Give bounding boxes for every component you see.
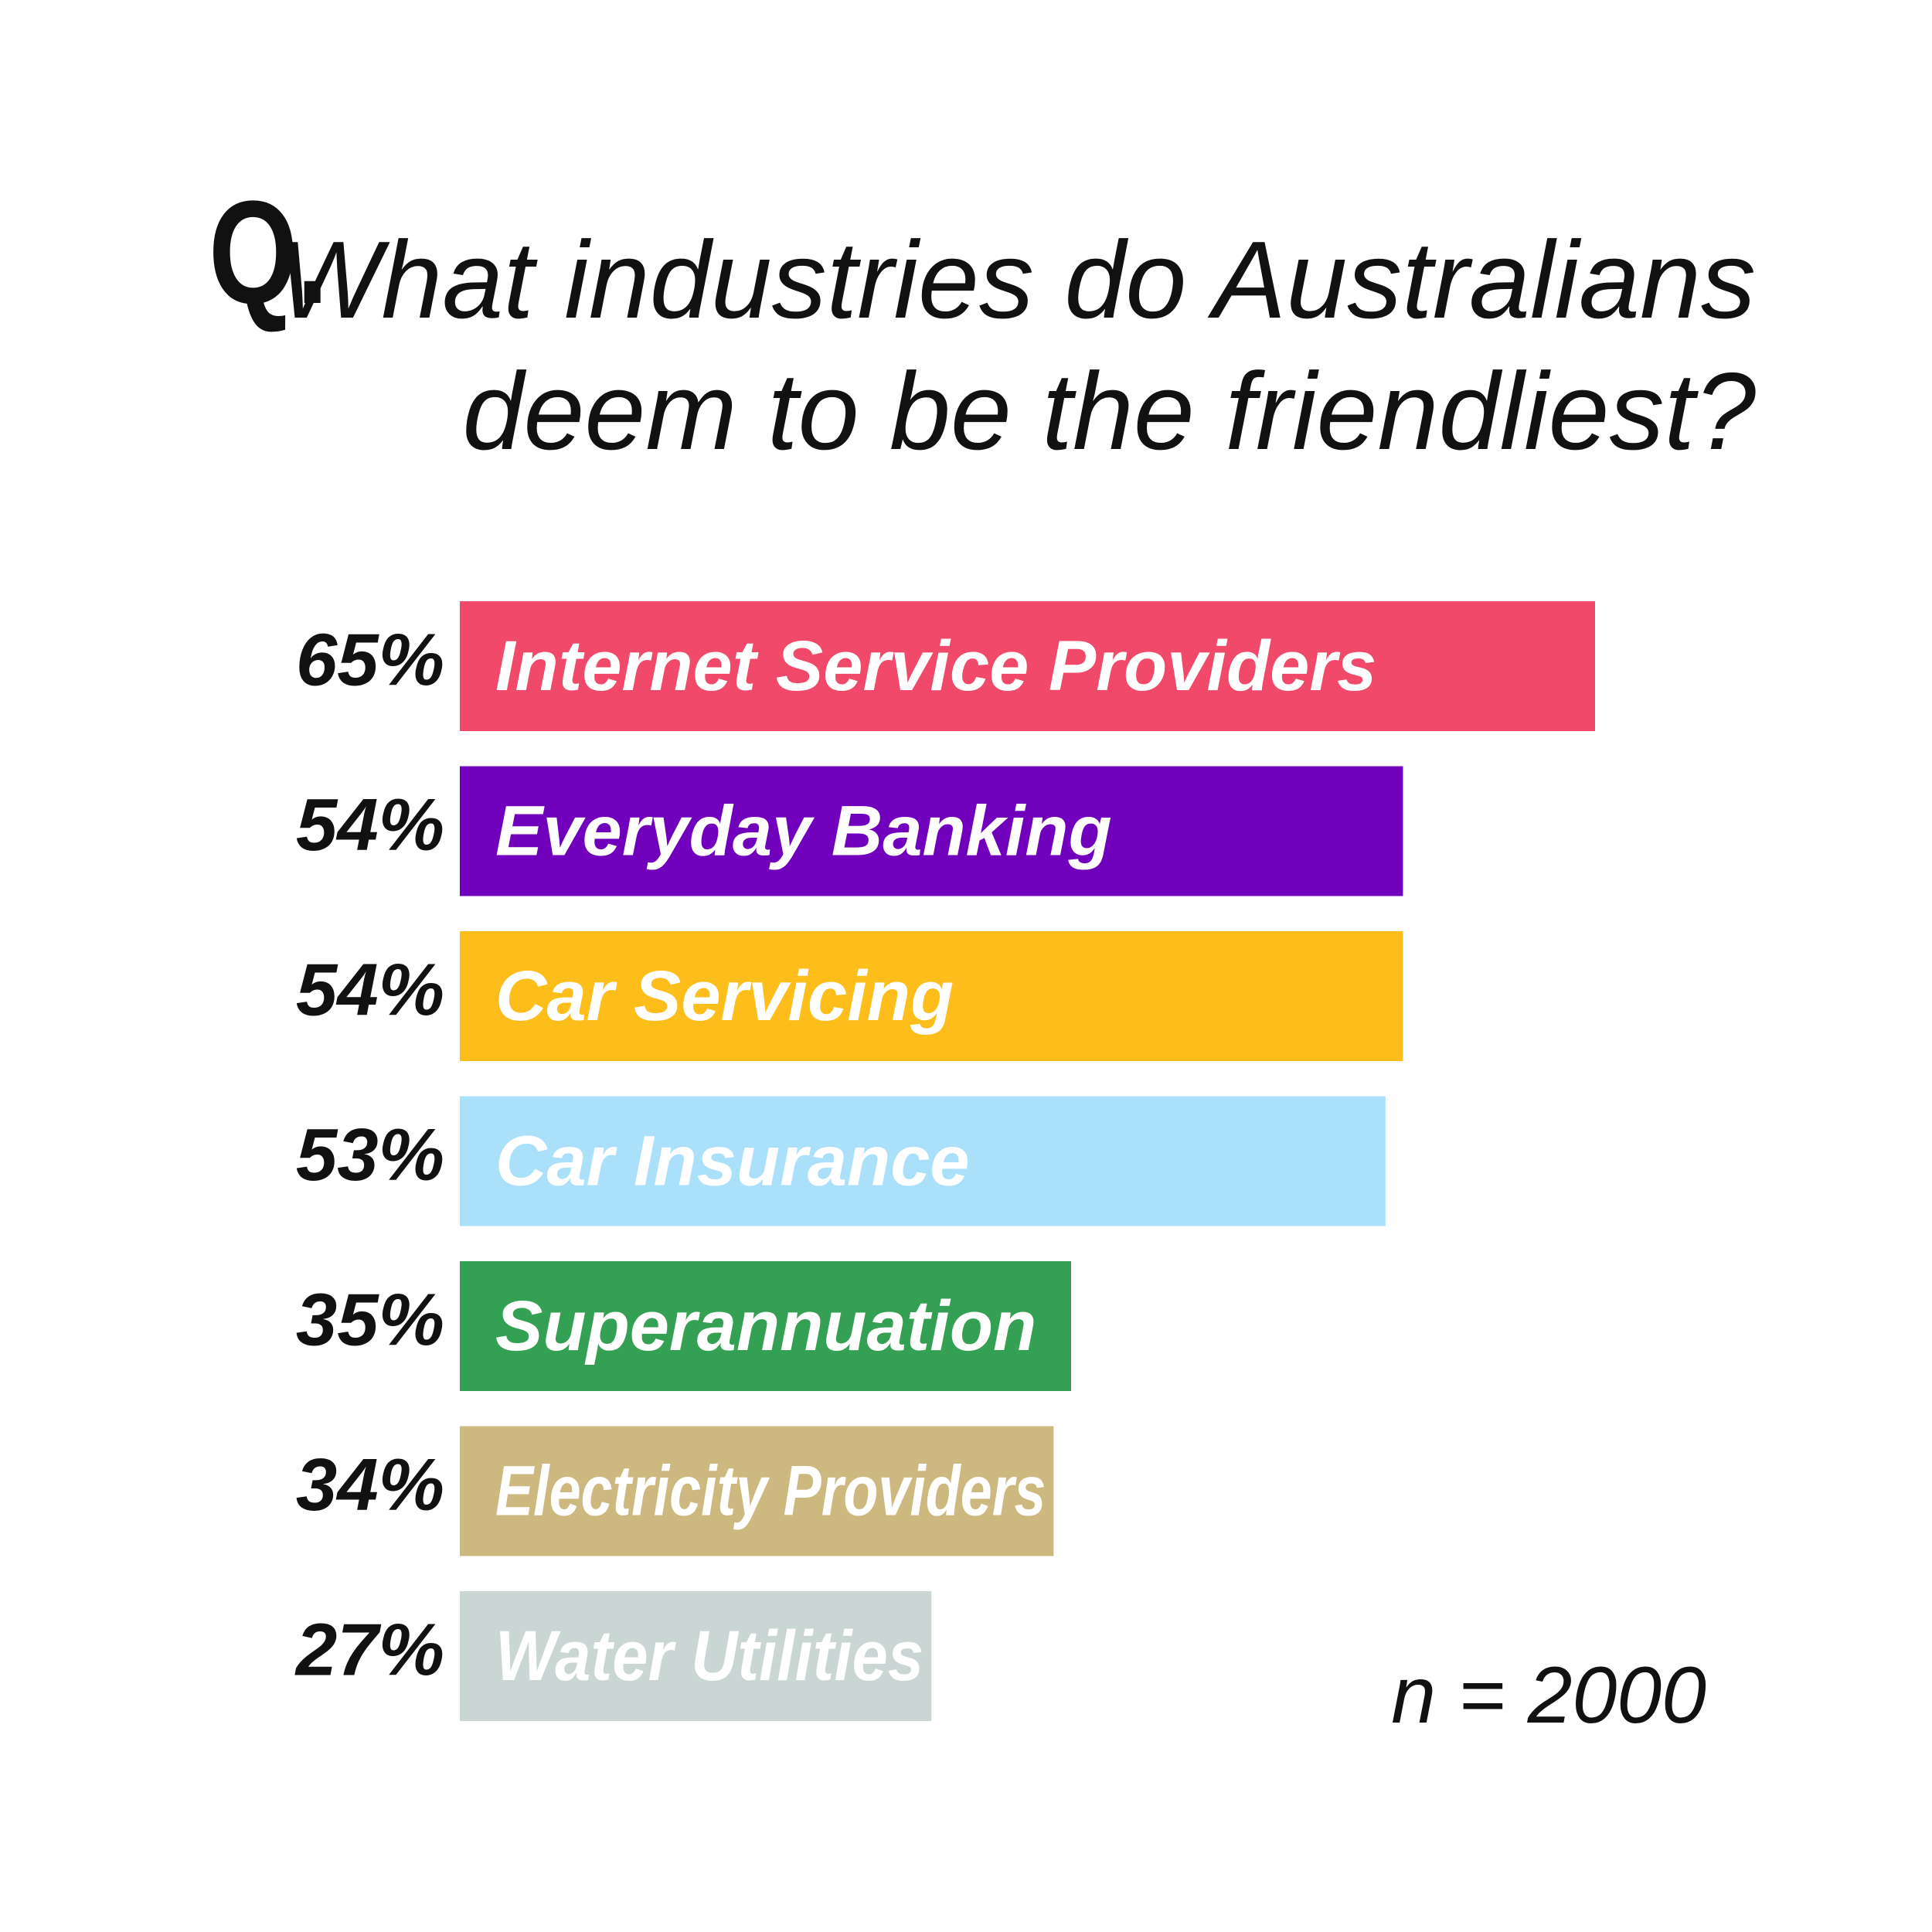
value-label: 65% xyxy=(296,619,444,702)
sample-size-note: n = 2000 xyxy=(1391,1651,1706,1740)
bar-label: Everyday Banking xyxy=(495,792,1112,871)
bar-car-insurance xyxy=(460,1096,1386,1226)
value-label: 53% xyxy=(296,1114,444,1196)
bar-label: Internet Service Providers xyxy=(495,627,1376,706)
value-label: 35% xyxy=(296,1279,444,1362)
bar-electricity-providers xyxy=(460,1426,1054,1556)
value-label: 54% xyxy=(296,949,444,1032)
bar-internet-service-providers xyxy=(460,601,1595,731)
value-label: 54% xyxy=(296,784,444,866)
bar-label: Car Insurance xyxy=(495,1122,970,1201)
value-label: 27% xyxy=(294,1609,444,1692)
bar-label: Car Servicing xyxy=(495,957,954,1036)
bar-label: Superannuation xyxy=(495,1287,1036,1366)
bar-superannuation xyxy=(460,1261,1071,1391)
chart-title-line-1: What industries do Australians xyxy=(277,219,1756,342)
bar-label: Water Utilities xyxy=(495,1617,923,1696)
value-label: 34% xyxy=(296,1444,444,1526)
bar-everyday-banking xyxy=(460,766,1403,896)
bars-group: Internet Service Providers 65% Everyday Ba… xyxy=(294,601,1595,1721)
question-prefix: Q. xyxy=(209,171,328,335)
bar-label: Electricity Providers xyxy=(495,1452,1046,1531)
bar-car-servicing xyxy=(460,931,1403,1061)
chart-title-line-2: deem to be the friendliest? xyxy=(462,350,1757,473)
bar-water-utilities xyxy=(460,1591,932,1721)
title-block: Q. What industries do Australians deem t… xyxy=(0,0,1932,541)
